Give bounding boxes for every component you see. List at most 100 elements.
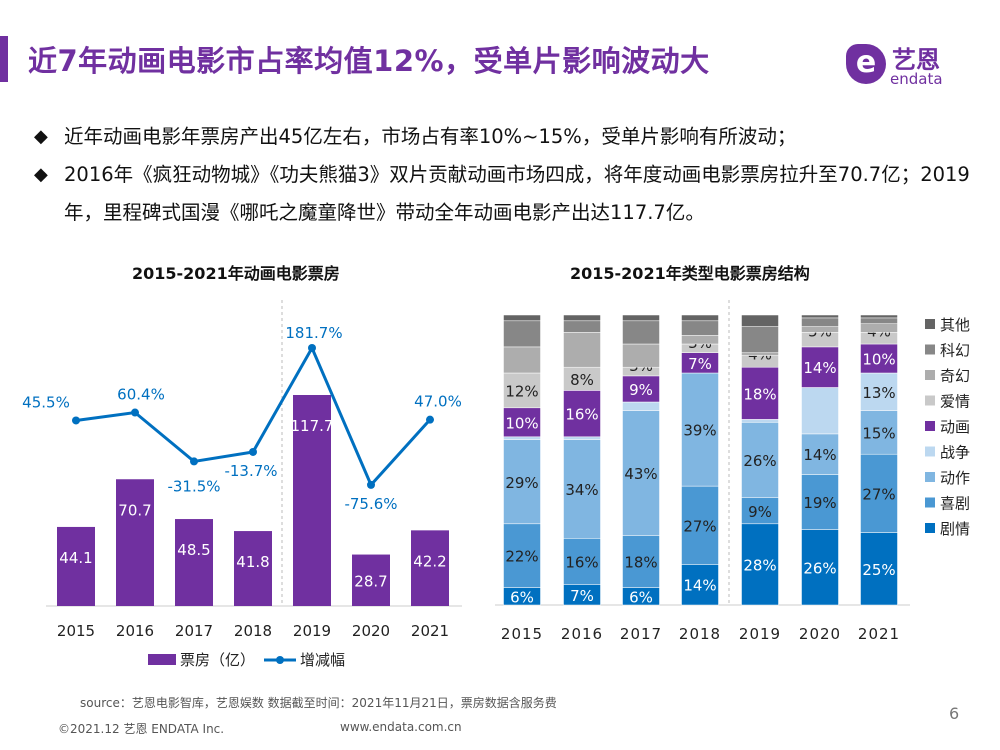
segment-label: 14% bbox=[803, 359, 836, 377]
segment-label: 34% bbox=[565, 481, 598, 499]
segment-奇幻-2018 bbox=[681, 335, 719, 345]
segment-label: 19% bbox=[803, 494, 836, 512]
bar-2021 bbox=[411, 530, 449, 606]
growth-point bbox=[131, 408, 139, 417]
legend-label: 动作 bbox=[940, 469, 970, 487]
growth-label: 60.4% bbox=[117, 386, 165, 404]
segment-其他-2016 bbox=[563, 314, 601, 322]
segment-label: 16% bbox=[565, 406, 598, 424]
legend-swatch bbox=[925, 344, 935, 355]
segment-奇幻-2016 bbox=[563, 332, 601, 368]
bar-2017 bbox=[175, 519, 213, 606]
website-link[interactable]: www.endata.com.cn bbox=[340, 720, 462, 734]
segment-label: 12% bbox=[505, 382, 538, 400]
legend-label: 票房（亿） bbox=[180, 651, 255, 669]
x-tick-label: 2017 bbox=[175, 622, 213, 640]
x-tick-label: 2018 bbox=[234, 622, 272, 640]
segment-科幻-2020 bbox=[801, 317, 839, 327]
segment-喜剧-2016 bbox=[563, 538, 601, 585]
legend-swatch-box-office bbox=[148, 654, 176, 665]
x-tick-label: 2020 bbox=[352, 622, 390, 640]
bar-2018 bbox=[234, 531, 272, 606]
logo-text-cn: 艺恩 bbox=[892, 46, 940, 74]
segment-label: 13% bbox=[862, 384, 895, 402]
bar-2015 bbox=[57, 526, 95, 606]
title-accent-bar bbox=[0, 36, 8, 82]
segment-奇幻-2015 bbox=[503, 346, 541, 374]
segment-动画-2019 bbox=[741, 366, 779, 420]
genre-structure-chart: 6% 22% 29% 10% 12% 2015 7% 16% 34% 16% 8% 2016 6% 18%… bbox=[495, 300, 970, 643]
segment-动作-2016 bbox=[563, 439, 601, 539]
growth-label: 47.0% bbox=[414, 393, 462, 411]
bar-label: 117.7 bbox=[291, 417, 334, 435]
legend-swatch bbox=[925, 395, 935, 406]
segment-label: 39% bbox=[683, 422, 716, 440]
segment-动画-2017 bbox=[622, 375, 660, 403]
segment-label: 22% bbox=[505, 548, 538, 566]
growth-point bbox=[190, 457, 198, 466]
legend-label: 剧情 bbox=[940, 520, 970, 538]
segment-动画-2021 bbox=[860, 343, 898, 374]
x-tick-label: 2015 bbox=[57, 622, 95, 640]
segment-战争-2020 bbox=[801, 387, 839, 435]
segment-label: 9% bbox=[748, 503, 772, 521]
growth-label: -31.5% bbox=[167, 477, 220, 495]
bullet-item: 近年动画电影年票房产出45亿左右，市场占有率10%~15%，受单片影响有所波动； bbox=[34, 118, 974, 156]
segment-label: 26% bbox=[803, 559, 836, 577]
segment-动画-2016 bbox=[563, 390, 601, 438]
x-tick-label: 2021 bbox=[411, 622, 449, 640]
growth-label: -75.6% bbox=[344, 495, 397, 513]
page-title: 近7年动画电影市占率均值12%，受单片影响波动大 bbox=[28, 44, 710, 78]
segment-label: 7% bbox=[570, 587, 594, 605]
segment-label: 9% bbox=[629, 381, 653, 399]
legend-label: 动画 bbox=[940, 418, 970, 436]
segment-label: 6% bbox=[629, 588, 653, 606]
legend-swatch bbox=[925, 472, 935, 482]
segment-动画-2020 bbox=[801, 346, 839, 388]
legend-label: 喜剧 bbox=[940, 495, 970, 513]
right-chart-title: 2015-2021年类型电影票房结构 bbox=[570, 264, 810, 283]
bar-label: 28.7 bbox=[354, 572, 387, 590]
segment-label: 25% bbox=[862, 561, 895, 579]
legend-label: 爱情 bbox=[940, 393, 970, 411]
bar-2019 bbox=[293, 395, 331, 606]
x-tick-label: 2019 bbox=[293, 622, 331, 640]
segment-label: 27% bbox=[683, 517, 716, 535]
x-tick-label: 2015 bbox=[501, 625, 543, 643]
segment-label: 18% bbox=[743, 385, 776, 403]
segment-其他-2021 bbox=[860, 314, 898, 319]
segment-其他-2018 bbox=[681, 314, 719, 322]
segment-喜剧-2021 bbox=[860, 453, 898, 533]
legend-label: 科幻 bbox=[940, 342, 970, 360]
segment-label: 18% bbox=[624, 554, 657, 572]
segment-动作-2019 bbox=[741, 422, 779, 498]
segment-其他-2019 bbox=[741, 314, 779, 327]
segment-科幻-2017 bbox=[622, 320, 660, 345]
segment-喜剧-2020 bbox=[801, 474, 839, 530]
segment-剧情-2018 bbox=[681, 564, 719, 606]
legend-label: 其他 bbox=[940, 316, 970, 334]
segment-动画-2015 bbox=[503, 407, 541, 438]
segment-其他-2017 bbox=[622, 314, 660, 322]
segment-奇幻-2017 bbox=[622, 343, 660, 368]
x-tick-label: 2020 bbox=[799, 625, 841, 643]
segment-战争-2015 bbox=[503, 436, 541, 440]
segment-label: 26% bbox=[743, 452, 776, 470]
segment-科幻-2015 bbox=[503, 320, 541, 348]
segment-喜剧-2018 bbox=[681, 485, 719, 565]
bar-label: 42.2 bbox=[413, 552, 446, 570]
legend-swatch bbox=[925, 370, 935, 380]
segment-科幻-2016 bbox=[563, 320, 601, 333]
legend-swatch bbox=[925, 319, 935, 329]
segment-科幻-2021 bbox=[860, 317, 898, 324]
growth-point bbox=[426, 415, 434, 424]
x-tick-label: 2019 bbox=[739, 625, 781, 643]
segment-label: 8% bbox=[570, 371, 594, 389]
segment-科幻-2019 bbox=[741, 326, 779, 353]
bullet-list: 近年动画电影年票房产出45亿左右，市场占有率10%~15%，受单片影响有所波动；… bbox=[34, 118, 974, 232]
segment-奇幻-2021 bbox=[860, 323, 898, 333]
segment-label: 10% bbox=[862, 351, 895, 369]
bar-label: 41.8 bbox=[236, 553, 269, 571]
x-tick-label: 2021 bbox=[858, 625, 900, 643]
